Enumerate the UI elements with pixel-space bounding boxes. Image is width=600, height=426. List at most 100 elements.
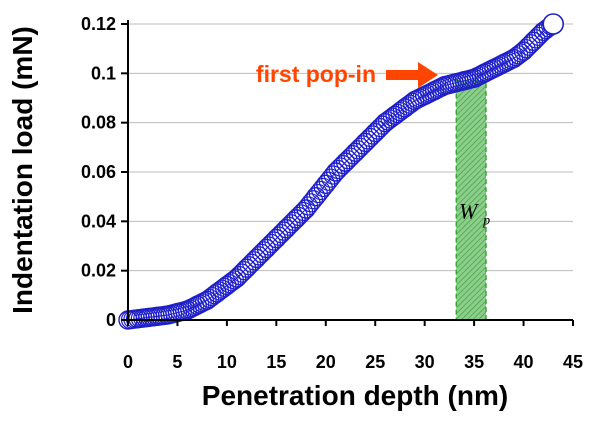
data-point — [358, 130, 378, 150]
data-point — [516, 39, 536, 59]
data-point — [214, 277, 235, 297]
x-tick-label: 40 — [514, 352, 534, 372]
y-tick-label: 0 — [106, 310, 116, 330]
y-tick-label: 0.02 — [81, 261, 116, 281]
data-point — [385, 105, 405, 125]
data-point — [239, 256, 259, 276]
data-point — [254, 241, 274, 261]
data-point — [380, 109, 400, 129]
data-point — [276, 219, 296, 239]
data-point — [340, 147, 361, 167]
data-point — [274, 221, 294, 241]
data-point — [382, 107, 403, 127]
data-point — [236, 258, 257, 278]
data-point — [353, 135, 373, 155]
pop-in-annotation: first pop-in — [256, 61, 438, 88]
x-tick-label: 5 — [172, 352, 182, 372]
x-tick-label: 35 — [464, 352, 484, 372]
data-point — [284, 211, 304, 231]
data-point — [197, 290, 217, 310]
x-tick-label: 45 — [563, 352, 583, 372]
data-point — [256, 238, 277, 259]
y-tick-label: 0.12 — [81, 14, 116, 34]
data-point — [246, 248, 267, 269]
data-point — [387, 103, 408, 124]
data-point — [325, 162, 346, 182]
data-point — [513, 41, 534, 61]
data-point — [363, 125, 383, 145]
data-point — [227, 268, 247, 288]
data-point — [335, 152, 356, 172]
data-point — [328, 159, 348, 180]
data-point — [360, 127, 380, 148]
data-point — [375, 112, 395, 133]
data-point — [281, 214, 301, 234]
y-tick-label: 0.08 — [81, 113, 116, 133]
data-point — [207, 283, 227, 303]
wp-subscript: p — [482, 213, 490, 228]
data-point — [542, 13, 565, 35]
first-pop-in-label: first pop-in — [256, 61, 376, 87]
data-point — [392, 100, 413, 120]
data-point — [209, 281, 230, 301]
y-tick-label: 0.06 — [81, 162, 116, 182]
x-tick-label: 0 — [123, 352, 133, 372]
x-tick-label: 25 — [365, 352, 385, 372]
x-tick-label: 10 — [217, 352, 237, 372]
x-tick-label: 15 — [266, 352, 286, 372]
data-point — [271, 224, 291, 244]
data-point — [217, 275, 237, 296]
data-point — [343, 145, 363, 165]
data-point — [348, 140, 368, 160]
data-point — [261, 233, 281, 254]
data-point — [251, 243, 272, 263]
data-point — [232, 263, 252, 283]
data-point — [202, 286, 222, 307]
data-point — [266, 228, 287, 249]
data-point — [269, 226, 289, 246]
data-point — [523, 31, 544, 51]
data-point — [390, 101, 410, 122]
x-tick-label: 20 — [316, 352, 336, 372]
data-point — [291, 204, 311, 224]
data-point — [212, 279, 232, 299]
data-point — [331, 157, 351, 177]
pop-in-arrow-icon — [386, 62, 438, 88]
data-point — [338, 150, 358, 170]
data-point — [355, 132, 376, 153]
data-point — [288, 206, 309, 226]
gridlines — [128, 23, 573, 272]
data-point — [518, 36, 539, 56]
shaded-work-region — [455, 79, 487, 321]
data-point — [333, 155, 353, 175]
data-point — [219, 274, 239, 294]
data-point — [286, 209, 306, 229]
y-tick-label: 0.1 — [91, 63, 116, 83]
data-point — [365, 122, 385, 143]
x-axis-title: Penetration depth (nm) — [202, 380, 508, 411]
data-point — [249, 246, 269, 266]
data-point — [259, 236, 279, 256]
data-point — [506, 47, 526, 67]
data-point — [350, 137, 370, 157]
y-axis-title: Indentation load (mN) — [7, 26, 38, 314]
data-point — [323, 165, 343, 185]
axes: 0 0.02 0.04 0.06 0.08 0.1 0.12 0 5 10 15 20 25 30 35 40… — [81, 14, 583, 372]
data-point — [503, 48, 524, 69]
data-point — [234, 261, 254, 281]
data-point — [242, 253, 262, 273]
data-point — [345, 142, 366, 162]
y-tick-label: 0.04 — [81, 211, 116, 231]
data-point — [204, 285, 225, 305]
data-point — [229, 266, 249, 286]
data-point — [264, 231, 284, 251]
wp-label: W — [459, 198, 479, 223]
data-point — [244, 251, 264, 271]
data-point — [279, 216, 299, 236]
data-point — [373, 115, 393, 135]
data-point — [199, 288, 220, 309]
data-point — [377, 111, 398, 131]
data-point — [521, 34, 541, 54]
